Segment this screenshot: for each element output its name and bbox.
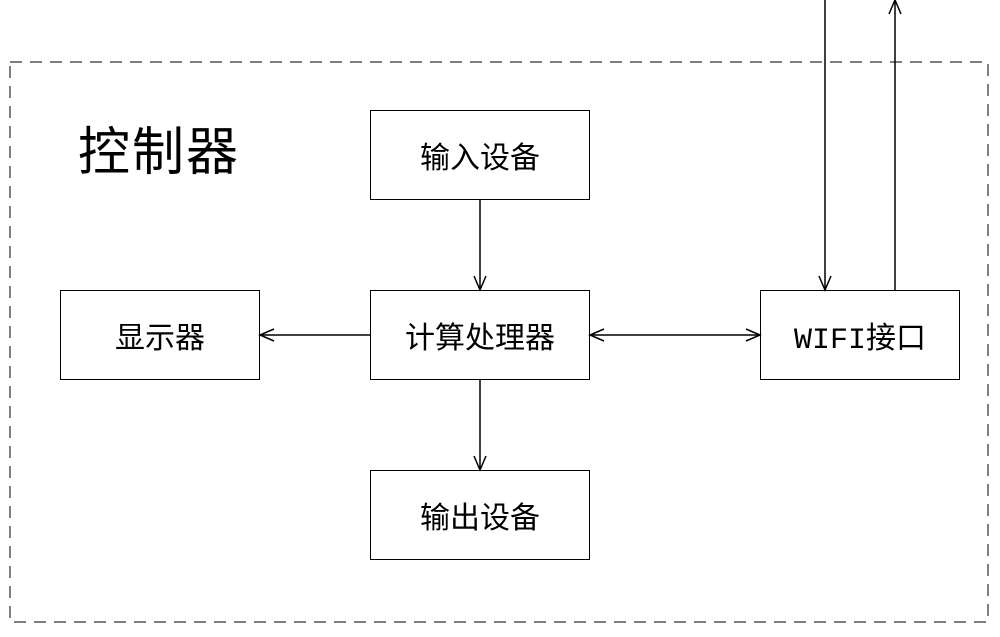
node-wifi-interface: WIFI接口 — [760, 290, 960, 380]
arrow-cpu-to-output — [474, 380, 486, 470]
node-output-device: 输出设备 — [370, 470, 590, 560]
arrow-wifi-ext-out — [889, 0, 901, 290]
node-input-device: 输入设备 — [370, 110, 590, 200]
arrow-cpu-wifi — [590, 329, 760, 341]
controller-title: 控制器 — [78, 110, 240, 185]
node-compute-processor: 计算处理器 — [370, 290, 590, 380]
arrow-input-to-cpu — [474, 200, 486, 290]
arrow-cpu-to-display — [260, 329, 370, 341]
diagram-canvas: 控制器 输入设备 计算处理器 输出设备 显示器 WIFI接口 — [0, 0, 1000, 637]
node-display: 显示器 — [60, 290, 260, 380]
arrow-wifi-ext-in — [819, 0, 831, 290]
